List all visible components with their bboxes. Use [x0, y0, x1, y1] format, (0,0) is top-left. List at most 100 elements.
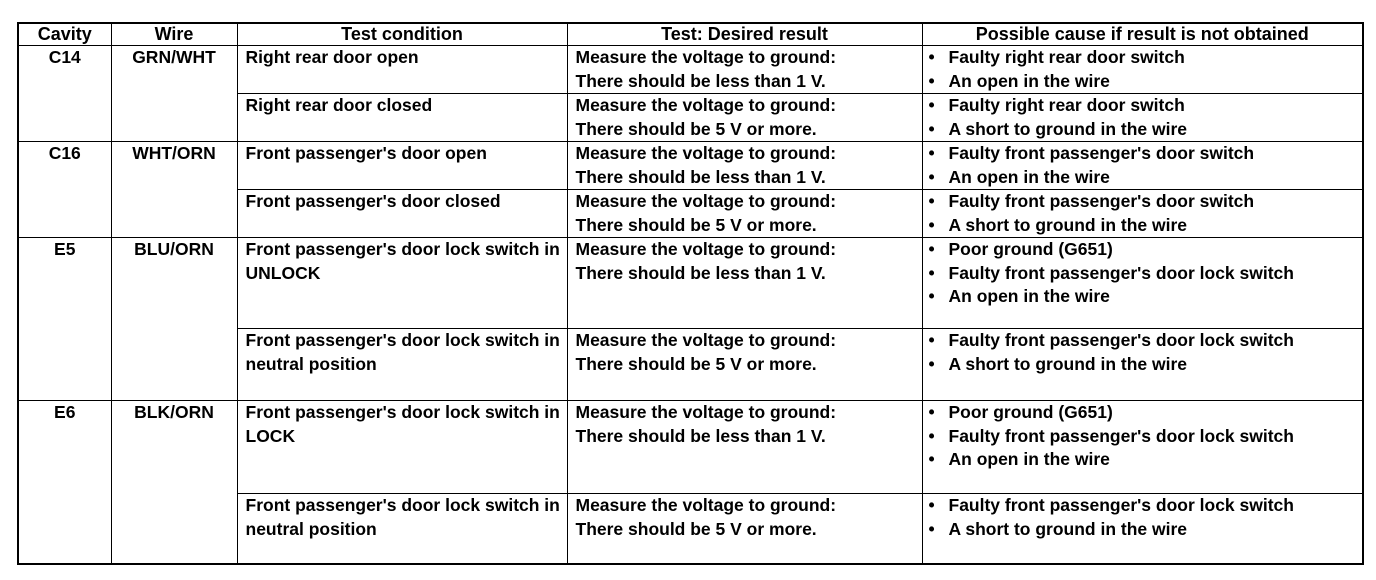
- table-row: Front passenger's door closed Measure the…: [18, 189, 1364, 238]
- cause-text: Faulty front passenger's door lock switc…: [948, 330, 1294, 350]
- cause-item: • Faulty right rear door switch: [927, 94, 1363, 118]
- wire-cell: GRN/WHT: [110, 45, 238, 142]
- cause-item: • An open in the wire: [927, 70, 1363, 94]
- cavity-cell: E6: [17, 400, 112, 564]
- bullet-icon: •: [928, 518, 935, 539]
- test-condition-cell: Front passenger's door lock switch in UN…: [236, 237, 568, 329]
- cause-text: An open in the wire: [948, 70, 1110, 91]
- cause-item: • Faulty front passenger's door lock swit…: [927, 494, 1363, 518]
- bullet-icon: •: [928, 70, 935, 91]
- cause-text: Faulty front passenger's door lock switc…: [948, 262, 1294, 283]
- table-row: Right rear door closed Measure the voltag…: [18, 93, 1364, 142]
- bullet-icon: •: [928, 95, 935, 115]
- test-condition-cell: Front passenger's door lock switch in ne…: [236, 328, 568, 401]
- bullet-icon: •: [928, 166, 935, 187]
- bullet-icon: •: [928, 330, 935, 350]
- possible-cause-cell: • Faulty front passenger's door lock swit…: [921, 328, 1364, 401]
- bullet-icon: •: [928, 495, 935, 515]
- possible-cause-cell: • Poor ground (G651) • Faulty front passeng…: [921, 400, 1364, 494]
- cause-item: • Faulty front passenger's door switch: [927, 142, 1363, 166]
- header-row: Cavity Wire Test condition Test: Desired…: [17, 22, 1364, 46]
- bullet-icon: •: [928, 353, 935, 374]
- desired-result-cell: Measure the voltage to ground: There sho…: [566, 45, 923, 94]
- possible-cause-cell: • Faulty front passenger's door switch • An…: [921, 141, 1364, 190]
- bullet-icon: •: [928, 143, 935, 163]
- bullet-icon: •: [928, 402, 935, 422]
- cause-item: • A short to ground in the wire: [927, 518, 1363, 542]
- cause-text: An open in the wire: [948, 449, 1110, 469]
- desired-result-cell: Measure the voltage to ground: There sho…: [566, 189, 923, 238]
- bullet-icon: •: [928, 118, 935, 139]
- cause-item: • An open in the wire: [927, 166, 1363, 190]
- cause-text: Faulty right rear door switch: [948, 95, 1185, 115]
- possible-cause-cell: • Faulty right rear door switch • An open i…: [921, 45, 1364, 94]
- header-cavity: Cavity: [17, 22, 112, 46]
- desired-result-cell: Measure the voltage to ground: There sho…: [566, 237, 923, 329]
- desired-result-cell: Measure the voltage to ground: There sho…: [566, 400, 923, 494]
- cause-text: An open in the wire: [948, 166, 1110, 187]
- cause-item: • A short to ground in the wire: [927, 353, 1363, 377]
- test-condition-cell: Front passenger's door closed: [236, 189, 568, 238]
- cavity-cell: C16: [17, 141, 112, 238]
- cause-item: • Poor ground (G651): [927, 401, 1363, 425]
- bullet-icon: •: [928, 191, 935, 211]
- header-wire: Wire: [110, 22, 238, 46]
- test-condition-cell: Right rear door closed: [236, 93, 568, 142]
- cause-text: Faulty front passenger's door lock switc…: [948, 495, 1294, 515]
- cause-item: • An open in the wire: [927, 285, 1363, 309]
- wire-cell: BLU/ORN: [110, 237, 238, 401]
- cause-text: A short to ground in the wire: [948, 118, 1188, 139]
- cause-text: A short to ground in the wire: [948, 353, 1188, 374]
- cause-item: • Faulty front passenger's door switch: [927, 190, 1363, 214]
- cavity-cell: E5: [17, 237, 112, 401]
- test-condition-cell: Front passenger's door open: [236, 141, 568, 190]
- header-possible-cause: Possible cause if result is not obtained: [921, 22, 1364, 46]
- table-row: C16 WHT/ORN Front passenger's door open Mea…: [17, 141, 1364, 238]
- bullet-icon: •: [928, 262, 935, 283]
- cause-item: • A short to ground in the wire: [927, 118, 1363, 142]
- cause-text: Faulty front passenger's door switch: [948, 143, 1255, 163]
- cause-text: Faulty right rear door switch: [948, 47, 1185, 67]
- cause-text: Poor ground (G651): [948, 239, 1113, 259]
- desired-result-cell: Measure the voltage to ground: There sho…: [566, 141, 923, 190]
- wire-cell: BLK/ORN: [110, 400, 238, 564]
- header-desired-result: Test: Desired result: [566, 22, 923, 46]
- desired-result-cell: Measure the voltage to ground: There sho…: [566, 328, 923, 401]
- cause-text: A short to ground in the wire: [948, 214, 1188, 235]
- test-table: Cavity Wire Test condition Test: Desired…: [17, 22, 1364, 565]
- table-row: C14 GRN/WHT Right rear door open Measure th…: [17, 45, 1364, 142]
- cause-item: • Faulty front passenger's door lock swit…: [927, 262, 1363, 286]
- possible-cause-cell: • Faulty front passenger's door switch • A …: [921, 189, 1364, 238]
- test-condition-cell: Front passenger's door lock switch in ne…: [236, 493, 568, 564]
- table-row: E6 BLK/ORN Front passenger's door lock swi…: [17, 400, 1364, 564]
- cause-item: • An open in the wire: [927, 448, 1363, 472]
- table-row: Front passenger's door lock switch in ne…: [18, 328, 1364, 401]
- desired-result-cell: Measure the voltage to ground: There sho…: [566, 93, 923, 142]
- test-condition-cell: Front passenger's door lock switch in LO…: [236, 400, 568, 494]
- cause-item: • Poor ground (G651): [927, 238, 1363, 262]
- possible-cause-cell: • Faulty front passenger's door lock swit…: [921, 493, 1364, 564]
- cause-text: Faulty front passenger's door switch: [948, 191, 1255, 211]
- cause-item: • A short to ground in the wire: [927, 214, 1363, 238]
- bullet-icon: •: [928, 214, 935, 235]
- table-row: E5 BLU/ORN Front passenger's door lock swi…: [17, 237, 1364, 401]
- bullet-icon: •: [928, 239, 935, 259]
- cause-item: • Faulty front passenger's door lock swit…: [927, 425, 1363, 449]
- cavity-cell: C14: [17, 45, 112, 142]
- desired-result-cell: Measure the voltage to ground: There sho…: [566, 493, 923, 564]
- wire-cell: WHT/ORN: [110, 141, 238, 238]
- cause-text: A short to ground in the wire: [948, 518, 1188, 539]
- possible-cause-cell: • Poor ground (G651) • Faulty front passeng…: [921, 237, 1364, 329]
- cause-text: Poor ground (G651): [948, 402, 1113, 422]
- cause-item: • Faulty front passenger's door lock swit…: [927, 329, 1363, 353]
- bullet-icon: •: [928, 47, 935, 67]
- table-row: Front passenger's door lock switch in ne…: [18, 493, 1364, 564]
- bullet-icon: •: [928, 286, 935, 306]
- cause-text: Faulty front passenger's door lock switc…: [948, 425, 1294, 446]
- possible-cause-cell: • Faulty right rear door switch • A short t…: [921, 93, 1364, 142]
- bullet-icon: •: [928, 449, 935, 469]
- test-condition-cell: Right rear door open: [236, 45, 568, 94]
- cause-text: An open in the wire: [948, 286, 1110, 306]
- cause-item: • Faulty right rear door switch: [927, 46, 1363, 70]
- header-test-condition: Test condition: [236, 22, 568, 46]
